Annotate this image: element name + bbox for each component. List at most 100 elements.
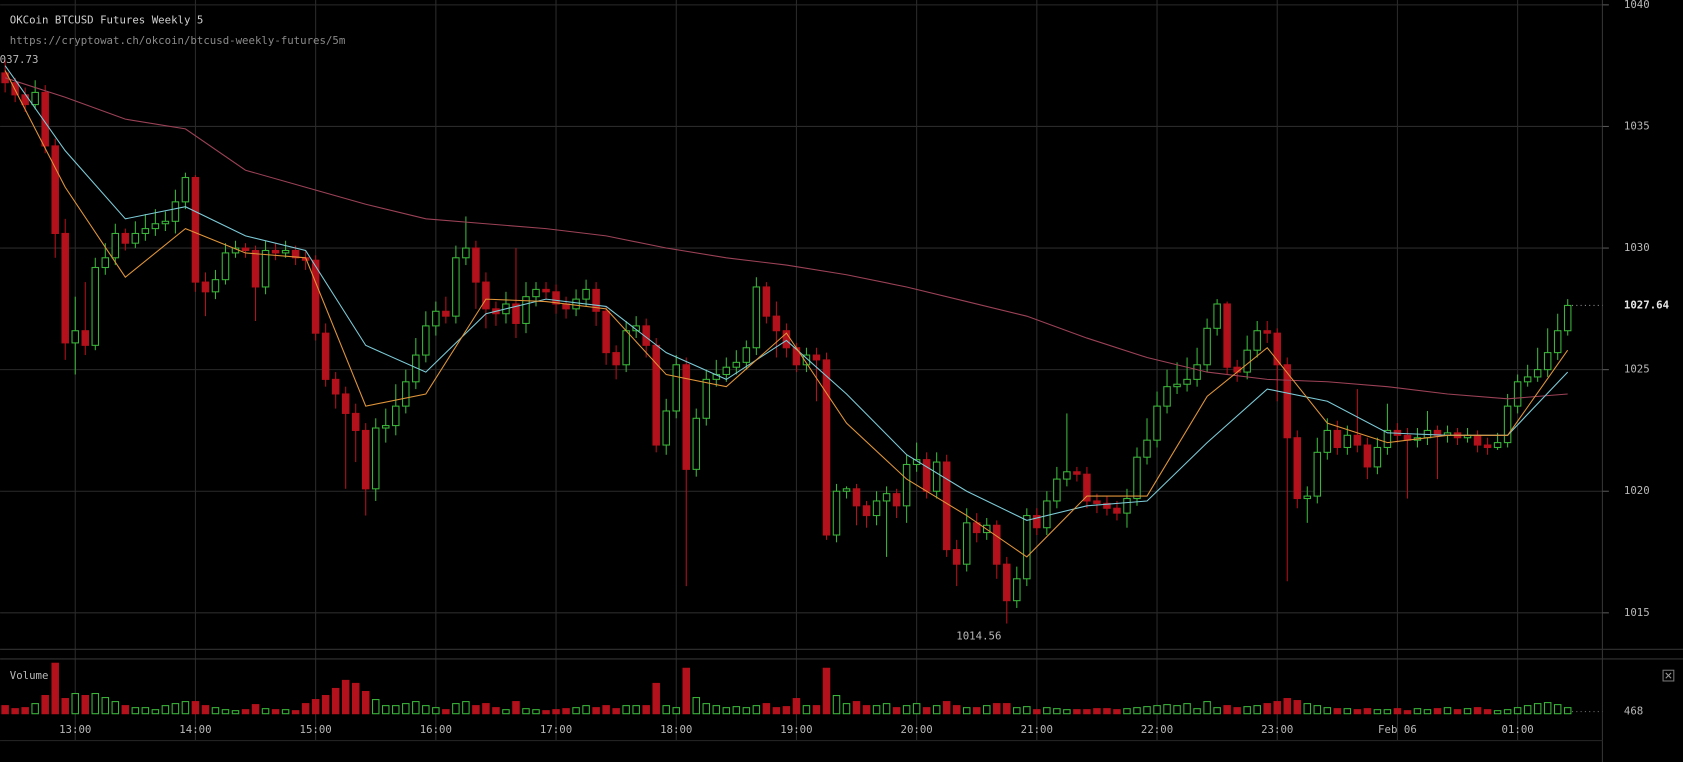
close-button[interactable]: [1662, 669, 1675, 682]
volume-bar: [532, 709, 540, 715]
volume-bar: [381, 705, 390, 715]
candle-body: [1513, 381, 1522, 407]
volume-bar: [882, 703, 891, 715]
volume-bar: [1093, 708, 1101, 715]
volume-bar: [702, 703, 711, 715]
volume-bar: [512, 701, 520, 715]
volume-bar: [392, 705, 400, 715]
candle-body: [792, 347, 801, 366]
volume-bar: [892, 707, 901, 715]
volume-bar: [1243, 706, 1251, 715]
volume-bar: [1543, 702, 1552, 715]
volume-bar: [442, 709, 450, 715]
volume-bar: [842, 703, 851, 715]
volume-bar: [1133, 707, 1141, 715]
volume-scale-label: 468: [1624, 705, 1643, 718]
volume-bar: [902, 705, 911, 715]
candle-body: [1353, 434, 1362, 446]
candle-body: [161, 220, 170, 225]
candle-body: [1263, 330, 1271, 334]
volume-bar: [1463, 708, 1472, 715]
volume-bar: [993, 703, 1001, 715]
candle-body: [822, 359, 831, 536]
volume-bar: [1443, 707, 1452, 715]
volume-bar: [1123, 708, 1131, 715]
close-icon[interactable]: [1665, 672, 1672, 679]
volume-bar: [291, 710, 300, 715]
volume-bar: [141, 707, 150, 715]
candle-body: [181, 176, 190, 203]
candle-body: [1553, 330, 1562, 354]
candle-body: [932, 461, 941, 492]
candle-body: [402, 381, 410, 407]
candle-body: [622, 330, 630, 366]
min-price-label: 1014.56: [956, 629, 1001, 642]
candle-body: [141, 228, 150, 234]
candle-body: [732, 361, 741, 368]
candle-body: [412, 354, 420, 383]
volume-bar: [972, 707, 981, 715]
close-box[interactable]: [1662, 669, 1675, 682]
volume-bar: [472, 705, 480, 715]
candle-body: [111, 232, 120, 259]
volume-bar: [1153, 705, 1161, 715]
volume-bar: [1553, 704, 1562, 715]
volume-bar: [542, 710, 550, 715]
candle-body: [371, 427, 380, 490]
volume-bar: [261, 708, 270, 715]
volume-bar: [502, 709, 510, 715]
candle-body: [1133, 456, 1141, 500]
volume-bar: [1363, 708, 1372, 715]
volume-bar: [1513, 707, 1522, 715]
volume-bar: [101, 697, 110, 715]
volume-bar: [412, 701, 420, 715]
candle-body: [962, 522, 971, 565]
candle-body: [922, 459, 931, 492]
volume-bar: [652, 682, 660, 715]
volume-bar: [492, 707, 500, 715]
candle-body: [1373, 446, 1382, 468]
candle-body: [682, 364, 691, 470]
candle-body: [1123, 497, 1131, 514]
volume-bar: [211, 707, 220, 715]
volume-bar: [1413, 708, 1422, 715]
x-tick-label: 13:00: [59, 723, 91, 736]
marks-layer: [1, 60, 1572, 715]
candle-body: [151, 223, 160, 230]
volume-bar: [1223, 705, 1231, 715]
candle-body: [1013, 578, 1021, 602]
volume-bar: [371, 699, 380, 715]
x-tick-label: 01:00: [1501, 723, 1533, 736]
x-tick-label: 19:00: [780, 723, 812, 736]
candle-body: [1273, 332, 1281, 366]
candle-body: [1033, 515, 1041, 529]
candle-body: [742, 347, 751, 363]
volume-bar: [331, 687, 340, 715]
x-tick-label: 20:00: [900, 723, 932, 736]
candle-body: [1083, 473, 1091, 502]
volume-bar: [1023, 706, 1031, 715]
candle-body: [261, 249, 270, 288]
volume-bar: [1073, 709, 1081, 715]
volume-bar: [822, 667, 831, 715]
volume-bar: [722, 707, 731, 715]
candle-body: [271, 249, 280, 254]
candle-body: [1323, 429, 1332, 453]
candle-body: [1313, 451, 1322, 497]
x-tick-label: Feb 06: [1378, 723, 1417, 736]
candle-body: [41, 91, 49, 147]
volume-bar: [181, 701, 190, 715]
candle-body: [131, 232, 140, 244]
x-tick-label: 23:00: [1261, 723, 1293, 736]
candle-body: [1283, 364, 1291, 439]
volume-bar: [241, 709, 250, 715]
volume-bar: [1523, 705, 1532, 715]
candle-body: [1533, 369, 1542, 378]
volume-bar: [732, 706, 741, 715]
candle-body: [692, 417, 701, 470]
candle-body: [51, 145, 59, 234]
candle-body: [281, 249, 290, 254]
volume-bar: [1283, 698, 1291, 715]
candle-body: [862, 505, 871, 517]
